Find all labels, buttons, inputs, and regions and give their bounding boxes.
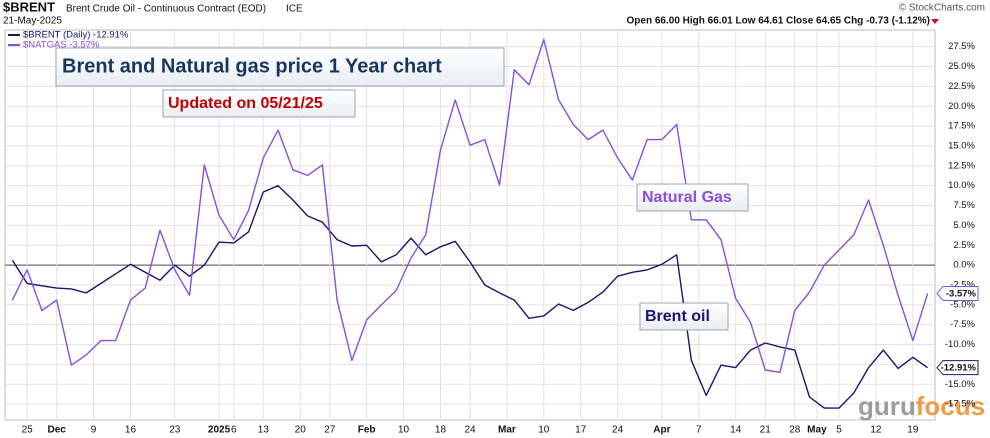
oil-box: Brent oil: [639, 302, 729, 331]
y-tick-label: -5.0%: [950, 299, 975, 310]
box: [55, 47, 505, 87]
symbol: $BRENT: [3, 0, 55, 14]
y-tick-label: 5.0%: [953, 220, 975, 231]
y-tick-label: 2.5%: [953, 240, 975, 251]
x-tick-label: 5: [836, 425, 842, 436]
annotation-title: Brent and Natural gas price 1 Year chart: [62, 55, 442, 77]
x-tick-label: 10: [398, 425, 410, 436]
x-tick-label: 17: [575, 425, 587, 436]
y-tick-label: 22.5%: [948, 81, 975, 92]
legend-label: $NATGAS -3.57%: [23, 40, 100, 51]
y-tick-label: 10.0%: [948, 180, 975, 191]
x-tick-label: 24: [612, 425, 624, 436]
y-tick-label: -2.5%: [950, 279, 975, 290]
last-value-label: -3.57%: [946, 288, 977, 299]
exchange: ICE: [286, 4, 303, 15]
x-tick-label: 25: [22, 425, 34, 436]
legend-label: $BRENT (Daily) -12.91%: [23, 30, 129, 41]
x-tick-label: Apr: [653, 425, 670, 436]
x-tick-label: 18: [435, 425, 447, 436]
x-tick-label: 19: [907, 425, 919, 436]
series-line: [11, 185, 929, 409]
y-tick-label: -17.5%: [945, 399, 976, 410]
quote: Open 66.00 High 66.01 Low 64.61 Close 64…: [627, 16, 930, 27]
y-tick-label: -10.0%: [945, 339, 976, 350]
updated-box: Updated on 05/21/25: [162, 89, 356, 118]
y-tick-label: 27.5%: [948, 41, 975, 52]
annotation-gas: Natural Gas: [642, 189, 732, 206]
y-tick-label: 25.0%: [948, 61, 975, 72]
x-tick-label: 21: [760, 425, 772, 436]
last-value-tag: [936, 285, 979, 301]
x-tick-label: 7: [696, 425, 702, 436]
x-tick-label: 23: [169, 425, 181, 436]
y-tick-label: 15.0%: [948, 140, 975, 151]
y-tick-label: 7.5%: [953, 200, 975, 211]
gas-box: Natural Gas: [636, 183, 749, 212]
box: [162, 89, 356, 118]
logo: gurufocus: [858, 391, 985, 421]
x-tick-label: 13: [258, 425, 270, 436]
title-box: Brent and Natural gas price 1 Year chart: [55, 47, 505, 87]
down-arrow: [931, 19, 939, 24]
x-tick-label: 10: [538, 425, 550, 436]
last-value-tag: [936, 360, 979, 376]
x-tick-label: 6: [231, 425, 237, 436]
y-tick-label: 20.0%: [948, 101, 975, 112]
y-tick-label: -7.5%: [950, 319, 975, 330]
annotation-oil: Brent oil: [645, 308, 710, 325]
x-tick-label: May: [807, 425, 827, 436]
description: Brent Crude Oil - Continuous Contract (E…: [66, 4, 266, 15]
y-tick-label: 12.5%: [948, 160, 975, 171]
x-tick-label: 14: [730, 425, 742, 436]
y-tick-label: 0.0%: [953, 260, 975, 271]
lines: [11, 38, 929, 409]
annotation-updated: Updated on 05/21/25: [168, 95, 323, 112]
grid: [5, 30, 935, 420]
x-tick-label: 20: [295, 425, 307, 436]
credit: © StockCharts.com: [899, 3, 985, 14]
x-tick-label: 16: [125, 425, 137, 436]
x-tick-label: 27: [324, 425, 336, 436]
y-tick-label: 17.5%: [948, 121, 975, 132]
series-line: [11, 38, 929, 373]
x-tick-label: 24: [464, 425, 476, 436]
box: [636, 183, 749, 212]
x-tick-label: Feb: [358, 425, 376, 436]
x-tick-label: Dec: [47, 425, 66, 436]
x-tick-label: 12: [870, 425, 882, 436]
last-value-label: -12.91%: [941, 363, 977, 374]
x-tick-label: 28: [789, 425, 801, 436]
date: 21-May-2025: [3, 16, 62, 27]
box: [639, 302, 729, 331]
y-tick-label: -15.0%: [945, 379, 976, 390]
x-tick-label: 9: [91, 425, 97, 436]
x-tick-label: 2025: [208, 425, 231, 436]
x-tick-label: Mar: [498, 425, 516, 436]
